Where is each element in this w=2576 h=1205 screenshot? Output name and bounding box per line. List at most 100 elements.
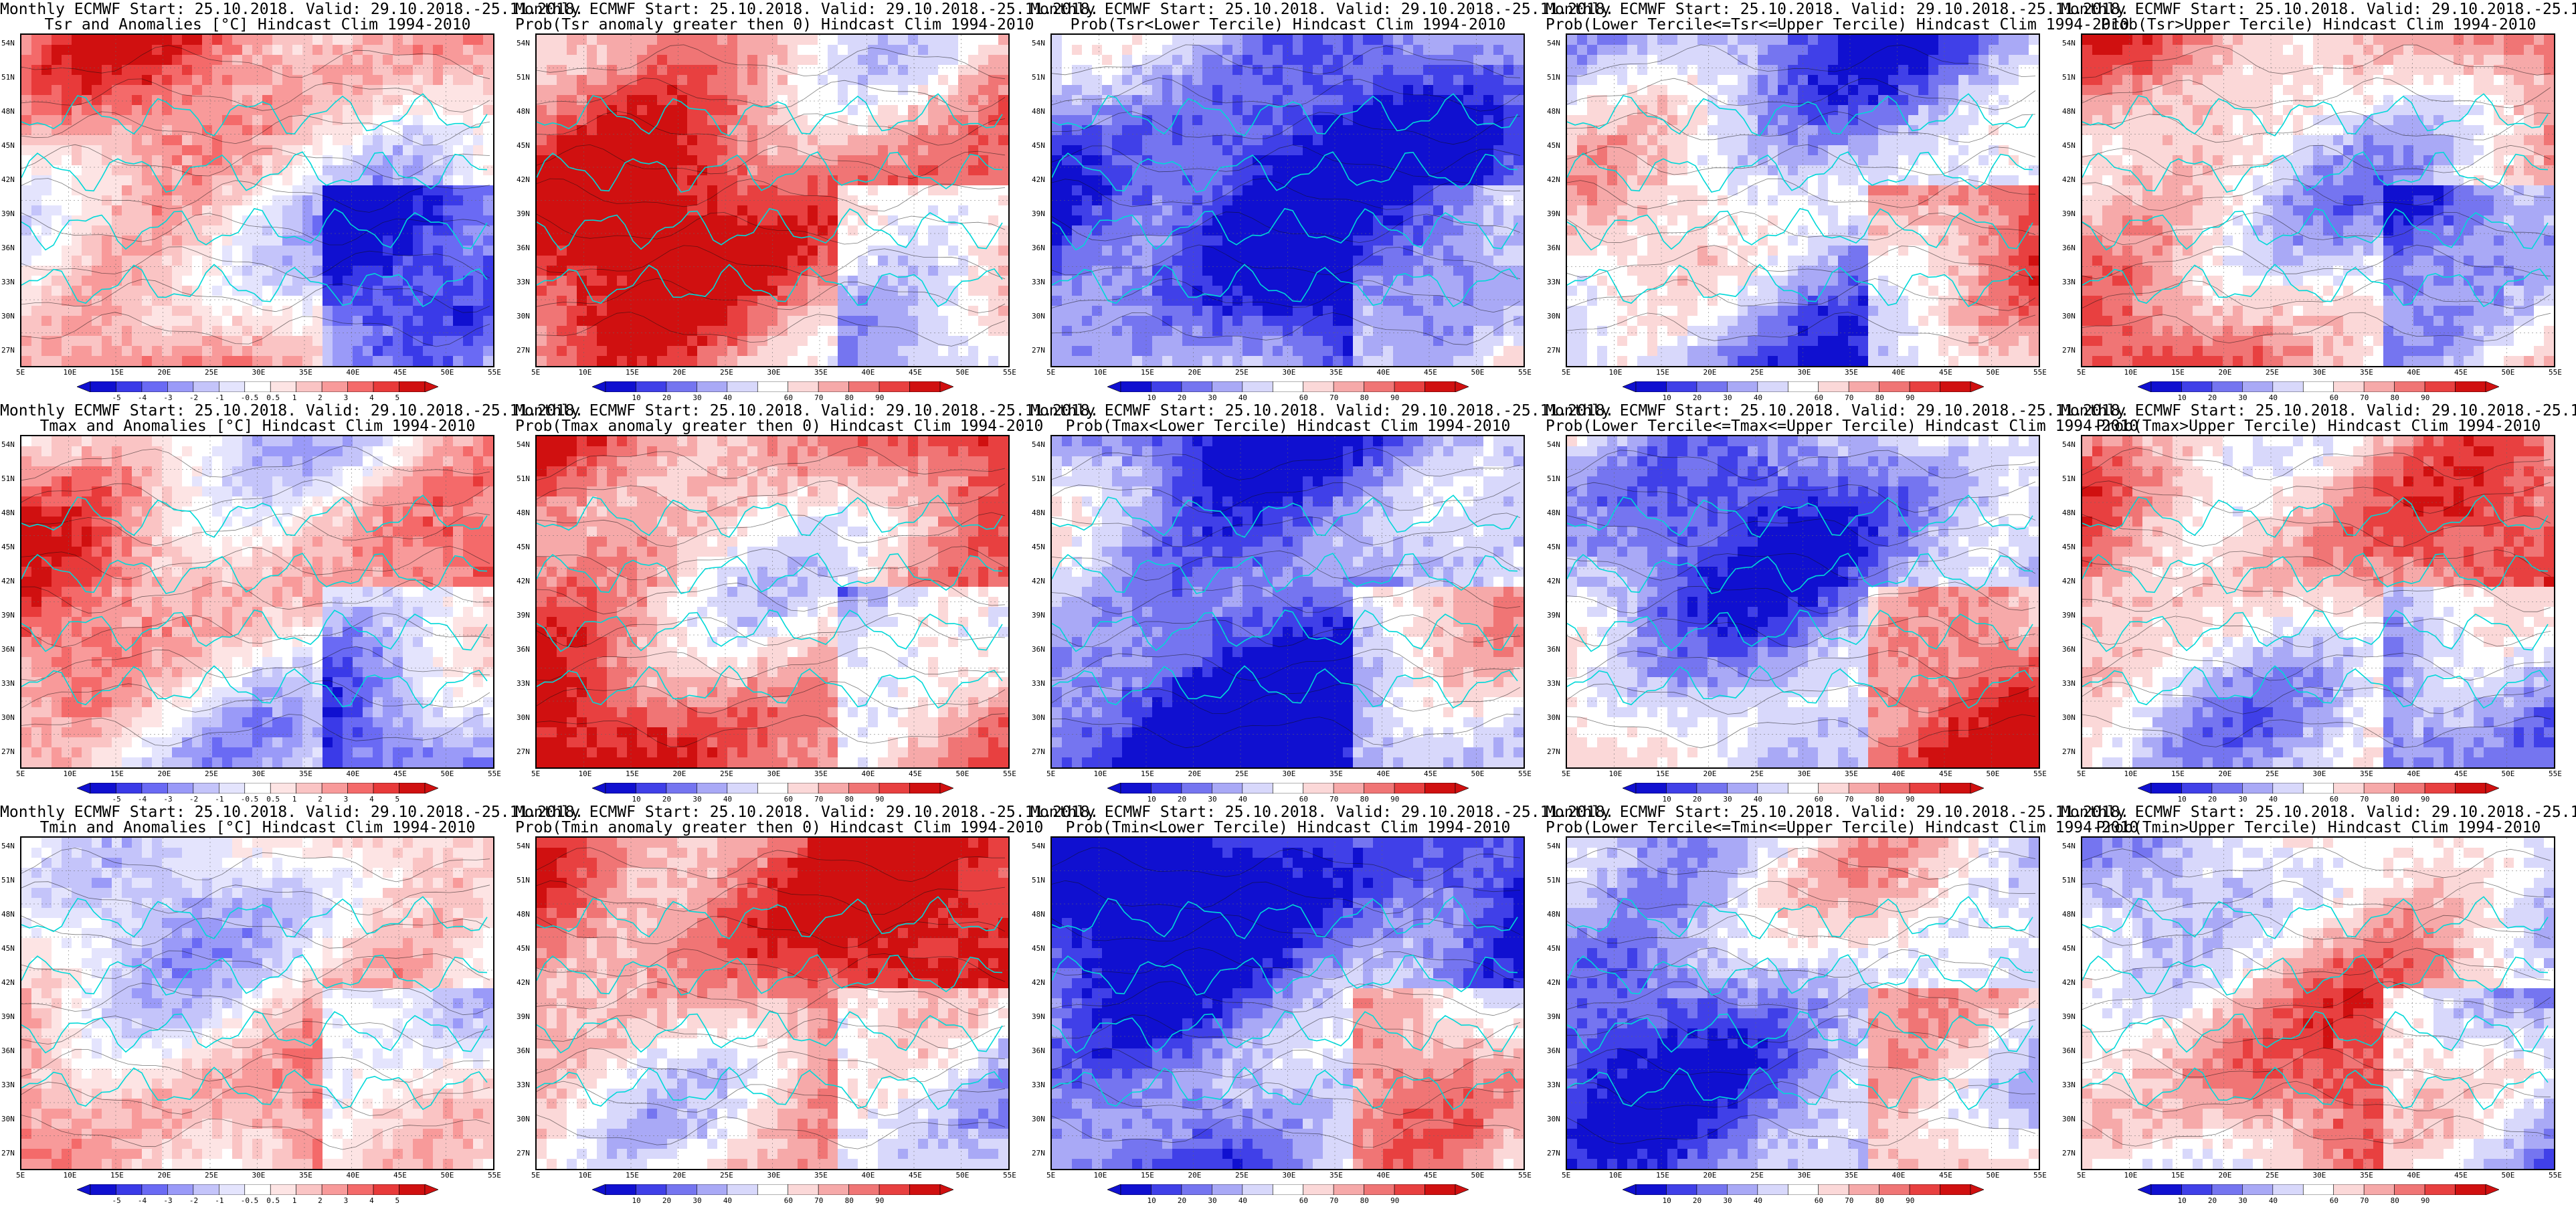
lon-tick-label: 10E [579,368,592,377]
lat-tick-label: 39N [1,209,15,218]
lon-tick-label: 30E [767,1171,781,1180]
lon-tick-label: 25E [720,769,733,778]
lon-tick-label: 5E [2077,368,2086,377]
lat-tick-label: 33N [517,1081,530,1089]
panel-title-line1: Monthly ECMWF Start: 25.10.2018. Valid: … [0,1,515,17]
lat-tick-label: 39N [1,611,15,620]
lat-tick-label: 54N [2062,440,2076,449]
lon-tick-label: 30E [2313,769,2326,778]
lon-tick-label: 15E [2171,1171,2185,1180]
lon-tick-label: 45E [393,368,407,377]
map-panel-tsr-prob-upper: Monthly ECMWF Start: 25.10.2018. Valid: … [2061,0,2576,401]
lat-tick-label: 27N [1547,346,1560,355]
colorbar-tick-label: 20 [2208,1196,2217,1205]
lon-tick-label: 5E [1562,368,1570,377]
lon-tick-label: 50E [441,368,454,377]
lat-tick-label: 39N [517,209,530,218]
lon-tick-label: 15E [1656,368,1669,377]
lon-tick-label: 5E [1046,1171,1055,1180]
lat-tick-label: 33N [1,278,15,286]
lat-tick-label: 45N [1547,543,1560,551]
lon-tick-label: 45E [1939,368,1952,377]
lon-tick-label: 25E [1235,769,1249,778]
lon-tick-label: 20E [673,1171,686,1180]
lon-tick-label: 30E [1283,1171,1296,1180]
map-panel-tsr-prob-lower: Monthly ECMWF Start: 25.10.2018. Valid: … [1030,0,1546,401]
panel-title-line1: Monthly ECMWF Start: 25.10.2018. Valid: … [1030,403,1546,419]
lon-tick-label: 25E [1750,1171,1764,1180]
lat-tick-label: 27N [2062,346,2076,355]
map-panel-tmax-anom: Monthly ECMWF Start: 25.10.2018. Valid: … [0,401,515,803]
lon-tick-label: 10E [1094,1171,1107,1180]
lon-tick-label: 30E [2313,1171,2326,1180]
lat-tick-label: 51N [517,876,530,885]
lat-tick-label: 30N [1032,1115,1045,1123]
lon-tick-label: 30E [2313,368,2326,377]
lat-tick-label: 42N [1547,978,1560,987]
lat-tick-label: 36N [1032,1046,1045,1055]
lat-tick-label: 42N [1,175,15,184]
colorbar-tick-label: 40 [2269,1196,2278,1205]
colorbar-tick-label: -0.5 [241,1196,259,1205]
lat-tick-label: 42N [2062,577,2076,585]
lat-tick-label: 45N [1,543,15,551]
color-scale-bar [592,1184,953,1195]
lon-tick-label: 35E [2360,368,2373,377]
lon-tick-label: 30E [252,769,266,778]
lat-tick-label: 48N [1547,107,1560,116]
lat-tick-label: 36N [2062,1046,2076,1055]
lon-tick-label: 55E [1518,1171,1532,1180]
lat-tick-label: 48N [517,910,530,919]
panel-title-line2: Tmax and Anomalies [°C] Hindcast Clim 19… [0,418,515,434]
lon-tick-label: 55E [488,368,501,377]
lon-tick-label: 5E [1046,769,1055,778]
lat-tick-label: 39N [1547,1012,1560,1021]
panel-title-line2: Prob(Tmin anomaly greater then 0) Hindca… [515,820,1030,836]
lon-tick-label: 55E [2033,1171,2047,1180]
lat-tick-label: 45N [2062,944,2076,953]
lon-tick-label: 45E [2454,769,2468,778]
lon-tick-label: 35E [1845,1171,1858,1180]
colorbar-tick-label: 60 [1299,1196,1308,1205]
lat-tick-label: 42N [1,978,15,987]
panel-title-line1: Monthly ECMWF Start: 25.10.2018. Valid: … [515,1,1030,17]
colorbar-tick-label: 90 [2421,1196,2429,1205]
lat-tick-label: 51N [1547,474,1560,483]
lon-tick-label: 35E [814,368,828,377]
lon-tick-label: 20E [673,769,686,778]
lon-tick-label: 10E [1609,769,1623,778]
lat-tick-label: 48N [2062,910,2076,919]
lat-tick-label: 27N [1032,747,1045,756]
lon-tick-label: 15E [1656,1171,1669,1180]
lon-tick-label: 40E [1377,769,1390,778]
colorbar-tick-label: 40 [723,1196,732,1205]
panel-title-line1: Monthly ECMWF Start: 25.10.2018. Valid: … [2061,403,2576,419]
lon-tick-label: 55E [2549,769,2562,778]
panel-title-line1: Monthly ECMWF Start: 25.10.2018. Valid: … [1546,403,2061,419]
lat-tick-label: 51N [1,474,15,483]
colorbar-tick-label: 80 [1360,1196,1369,1205]
lat-tick-label: 30N [1547,713,1560,722]
lat-tick-label: 48N [1,107,15,116]
color-scale-bar [1623,783,1984,794]
lat-tick-label: 54N [1547,440,1560,449]
lat-tick-label: 54N [1032,440,1045,449]
map-panel-tmax-prob-middle: Monthly ECMWF Start: 25.10.2018. Valid: … [1546,401,2061,803]
lon-tick-label: 20E [158,368,171,377]
panel-title-line2: Prob(Tmin>Upper Tercile) Hindcast Clim 1… [2061,820,2576,836]
lon-tick-label: 10E [64,368,77,377]
colorbar-tick-label: -1 [215,1196,223,1205]
lon-tick-label: 40E [862,368,875,377]
lat-tick-label: 51N [2062,474,2076,483]
lon-tick-label: 10E [1609,368,1623,377]
lon-tick-label: 25E [205,1171,218,1180]
lat-tick-label: 36N [1547,1046,1560,1055]
lat-tick-label: 27N [1547,1149,1560,1157]
colorbar-tick-label: 90 [875,1196,884,1205]
lon-tick-label: 10E [579,769,592,778]
forecast-map [2081,33,2555,367]
lat-tick-label: 54N [1,440,15,449]
lat-tick-label: 30N [517,1115,530,1123]
lon-tick-label: 20E [158,1171,171,1180]
lon-tick-label: 50E [956,1171,970,1180]
